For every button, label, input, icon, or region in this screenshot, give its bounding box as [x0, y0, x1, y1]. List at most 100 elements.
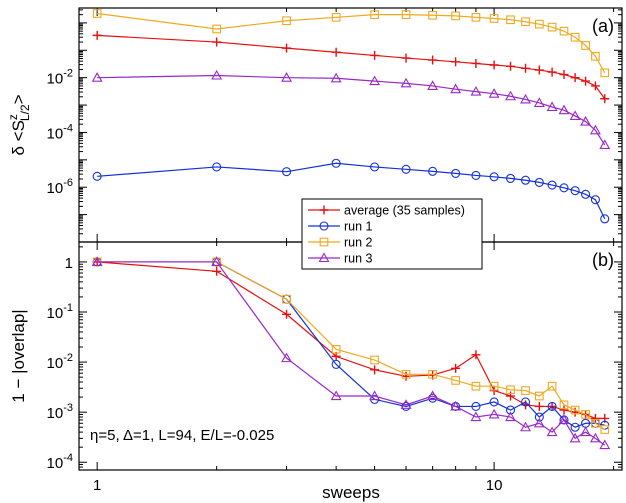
- data-point-run-3: [546, 426, 558, 437]
- data-point-average-35-samples: [534, 401, 544, 411]
- series-average-35-samples-b: [92, 257, 610, 423]
- data-point-run-3: [369, 75, 381, 86]
- data-point-run-2: [282, 294, 291, 304]
- data-point-average-35-samples: [92, 30, 102, 40]
- data-point-run-1: [331, 158, 341, 168]
- data-point-run-3: [91, 72, 103, 82]
- data-point-average-35-samples: [590, 81, 600, 91]
- data-point-average-35-samples: [521, 63, 531, 73]
- y-axis-label-b: 1 − |overlap|: [9, 309, 28, 402]
- data-point-average-35-samples: [370, 365, 380, 375]
- data-point-average-35-samples: [559, 405, 569, 415]
- data-point-run-2: [471, 381, 481, 391]
- data-point-average-35-samples: [590, 413, 600, 423]
- x-tick-label: 10: [486, 477, 503, 494]
- x-tick-label: 1: [93, 477, 101, 494]
- data-point-run-1: [570, 186, 580, 196]
- data-point-run-2: [534, 19, 544, 29]
- data-point-average-35-samples: [428, 55, 438, 65]
- data-point-run-3: [533, 97, 545, 107]
- data-point-run-3: [505, 411, 516, 422]
- panel-label-a: (a): [592, 16, 614, 36]
- data-point-run-1: [428, 166, 438, 176]
- data-point-run-2: [570, 405, 580, 415]
- series-line-average-35-samples: [97, 261, 605, 420]
- data-point-average-35-samples: [401, 53, 411, 63]
- data-point-run-2: [506, 385, 515, 395]
- data-point-run-1: [570, 422, 580, 432]
- data-point-run-1: [520, 175, 531, 185]
- data-point-run-3: [281, 352, 292, 363]
- data-point-run-3: [558, 104, 570, 115]
- data-point-run-3: [599, 139, 611, 149]
- data-point-average-35-samples: [534, 65, 544, 75]
- series-line-average-35-samples: [97, 34, 606, 100]
- data-point-run-1: [520, 397, 531, 407]
- data-point-run-3: [330, 390, 342, 401]
- data-point-run-3: [589, 124, 601, 135]
- data-point-run-3: [211, 256, 223, 266]
- data-point-run-3: [450, 400, 462, 411]
- legend-entry-run-1: run 1: [308, 220, 373, 234]
- series-line-run-1: [97, 162, 606, 220]
- series-run-3-b: [91, 256, 611, 450]
- y-tick-label-a: 10-4: [47, 122, 73, 142]
- data-point-run-2: [559, 26, 569, 36]
- data-point-run-2: [570, 32, 580, 42]
- data-point-run-3: [569, 110, 581, 121]
- y-tick-label-a: 10-2: [47, 68, 73, 88]
- data-point-run-3: [533, 417, 545, 428]
- data-point-run-2: [547, 381, 557, 391]
- y-tick-label-b: 10-4: [47, 452, 73, 472]
- legend-entry-run-2: run 2: [308, 236, 373, 250]
- data-point-run-2: [559, 400, 569, 410]
- data-point-run-1: [92, 171, 102, 181]
- data-point-run-1: [331, 359, 341, 369]
- data-point-run-2: [471, 12, 481, 22]
- data-point-run-2: [451, 376, 460, 385]
- series-run-3-a: [91, 69, 611, 149]
- data-point-run-3: [369, 390, 381, 401]
- legend: average (35 samples) run 1 run 2 run 3: [301, 198, 483, 270]
- legend-marker-average-35-samples: [319, 205, 329, 215]
- data-point-average-35-samples: [581, 76, 591, 86]
- data-point-run-2: [581, 41, 590, 50]
- y-axis-label-a: δ <SzL/2>: [6, 94, 32, 155]
- data-point-run-1: [370, 162, 380, 172]
- legend-marker-run-1: [319, 221, 329, 231]
- data-point-run-3: [400, 399, 412, 409]
- panel-b: 1 10-1 10-2 10-3 10-4 1 10 (b) 1 − |overlap| η=5,…: [9, 241, 623, 494]
- data-point-run-2: [506, 15, 515, 25]
- data-point-run-1: [505, 405, 516, 415]
- data-point-run-3: [427, 80, 439, 90]
- data-point-run-3: [546, 101, 558, 112]
- data-point-run-3: [427, 390, 439, 401]
- data-point-average-35-samples: [506, 391, 516, 401]
- panel-a: 10-2 10-4 10-6 (a) δ <SzL/2>: [6, 7, 623, 243]
- data-point-run-2: [591, 52, 600, 61]
- legend-label: run 2: [344, 236, 373, 250]
- data-point-run-3: [450, 83, 462, 94]
- data-point-run-3: [599, 439, 611, 450]
- series-average-35-samples-a: [92, 30, 610, 104]
- data-point-run-1: [590, 195, 600, 205]
- series-run-2-b: [92, 257, 610, 434]
- data-point-run-3: [505, 90, 516, 101]
- data-point-run-1: [559, 183, 569, 193]
- data-point-run-3: [470, 411, 482, 422]
- data-point-average-35-samples: [282, 43, 292, 53]
- legend-marker-run-2: [319, 237, 329, 247]
- data-point-run-2: [428, 10, 437, 20]
- data-point-average-35-samples: [331, 47, 341, 57]
- data-point-run-1: [581, 189, 591, 199]
- data-point-run-2: [489, 14, 499, 23]
- data-point-average-35-samples: [451, 363, 461, 373]
- data-point-run-3: [589, 432, 601, 443]
- data-point-run-2: [282, 16, 291, 26]
- data-point-run-3: [520, 421, 531, 432]
- data-point-run-1: [547, 401, 557, 412]
- data-point-run-1: [471, 401, 481, 412]
- data-point-run-3: [520, 93, 531, 104]
- data-point-average-35-samples: [600, 94, 610, 104]
